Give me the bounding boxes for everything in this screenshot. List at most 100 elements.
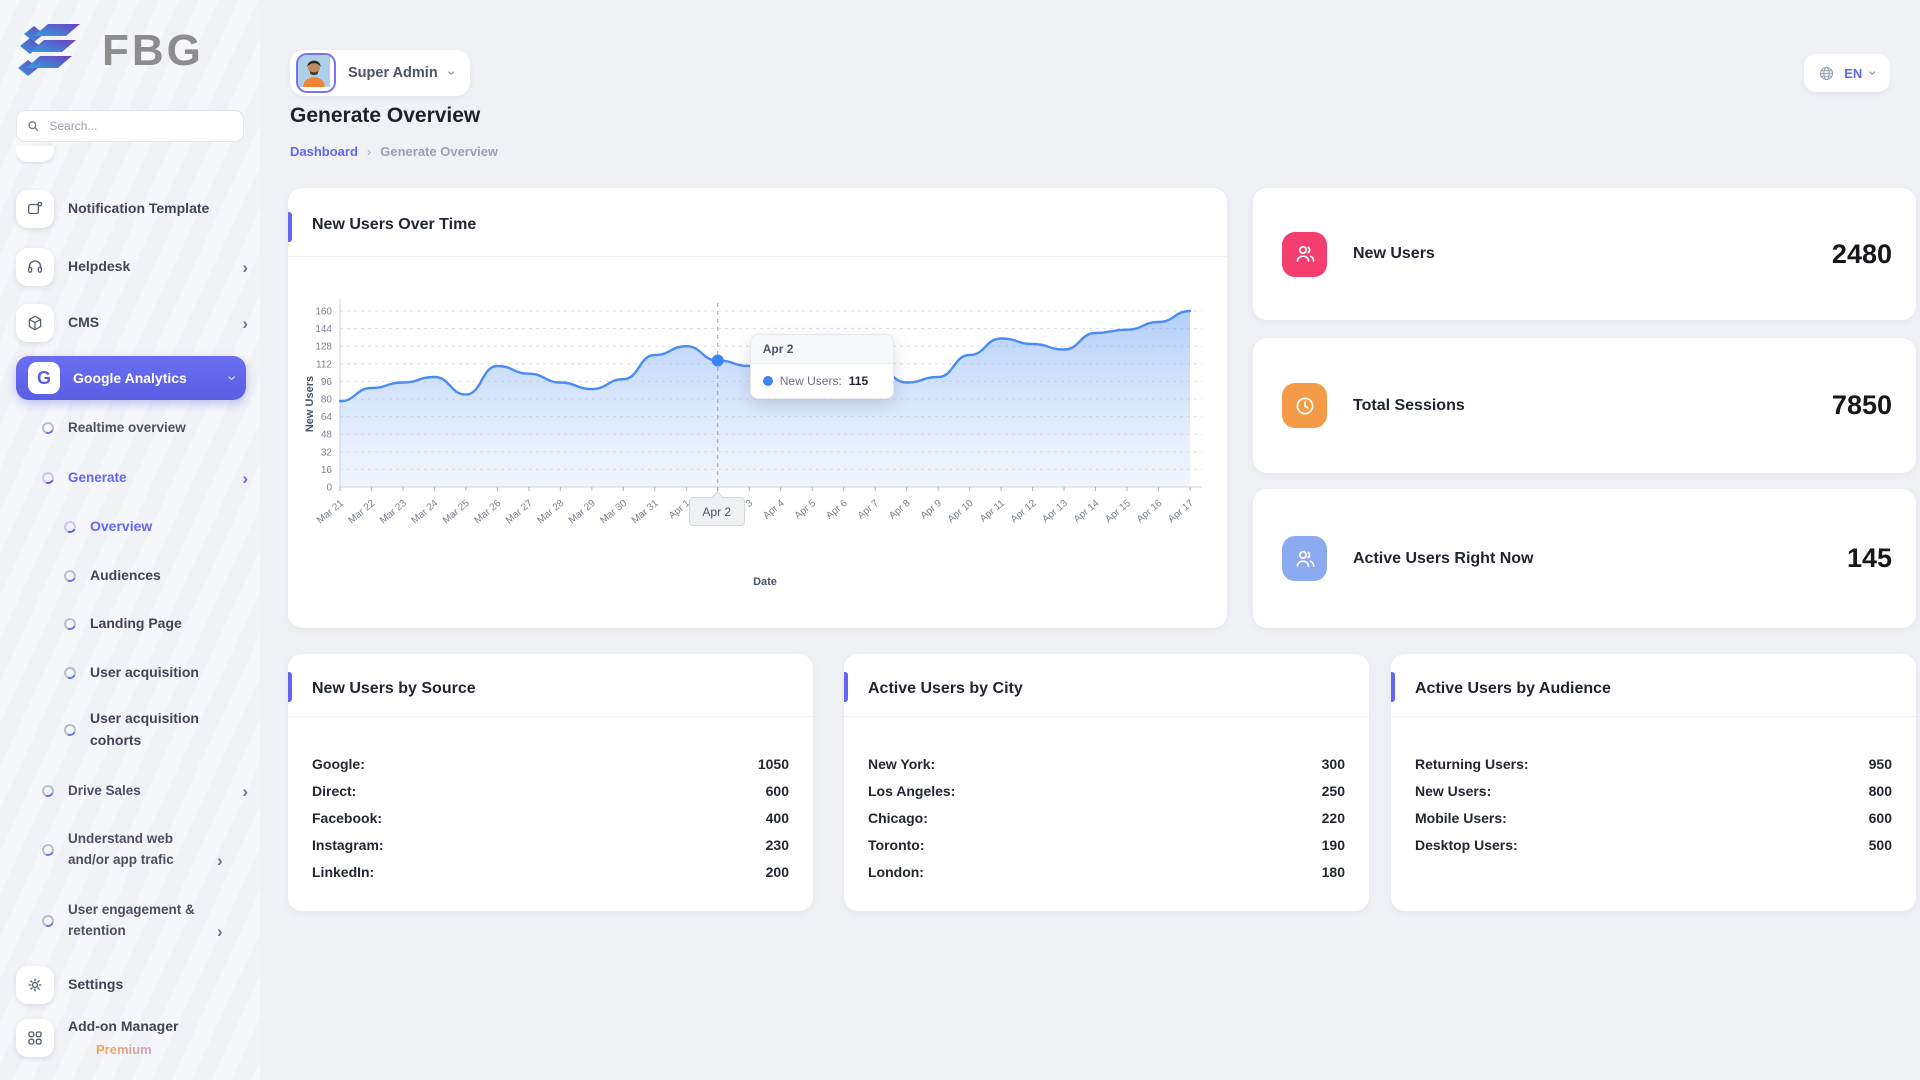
svg-text:Apr 13: Apr 13	[1040, 498, 1070, 526]
y-axis-label: New Users	[304, 375, 316, 433]
chart-title: New Users Over Time	[312, 216, 477, 233]
bullet-icon	[40, 842, 56, 858]
sidebar-item-user-acquisition-cohorts[interactable]: User acquisition cohorts	[16, 708, 248, 751]
svg-text:Mar 31: Mar 31	[630, 498, 661, 527]
chevron-down-icon: ›	[444, 70, 461, 76]
tooltip-series-label: New Users:	[779, 373, 842, 388]
chevron-right-icon: ›	[242, 313, 248, 333]
table-row: Returning Users: 950	[1415, 755, 1892, 772]
language-code: EN	[1844, 65, 1863, 81]
table-row: LinkedIn: 200	[312, 863, 789, 880]
table-row: Mobile Users: 600	[1415, 809, 1892, 826]
stat-label: Total Sessions	[1353, 396, 1465, 414]
svg-text:Apr 11: Apr 11	[978, 498, 1007, 525]
chevron-down-icon: ›	[223, 375, 241, 381]
sidebar-item-google-analytics[interactable]: G Google Analytics ›	[16, 356, 246, 400]
stat-card-active-users: Active Users Right Now 145	[1253, 489, 1916, 628]
chevron-right-icon: ›	[242, 781, 248, 801]
chevron-down-icon: ›	[1865, 70, 1882, 76]
stat-label: Active Users Right Now	[1353, 549, 1534, 567]
svg-text:Mar 27: Mar 27	[504, 498, 535, 527]
svg-text:Mar 26: Mar 26	[472, 498, 503, 527]
sidebar-item-cms[interactable]: CMS ›	[16, 304, 248, 342]
fbg-logo-icon	[18, 24, 80, 76]
breadcrumb-dashboard[interactable]: Dashboard	[290, 144, 358, 159]
sidebar-item-overview[interactable]: Overview	[16, 516, 248, 538]
stat-value: 2480	[1831, 238, 1892, 269]
breadcrumb-current: Generate Overview	[380, 144, 499, 159]
bullet-icon	[40, 783, 56, 800]
table-row: Desktop Users: 500	[1415, 836, 1892, 853]
sidebar-item-helpdesk[interactable]: Helpdesk ›	[16, 248, 248, 286]
sidebar-search[interactable]	[16, 110, 244, 142]
language-selector[interactable]: EN ›	[1804, 54, 1890, 92]
bullet-icon	[40, 913, 56, 929]
bullet-icon	[40, 420, 56, 437]
svg-text:160: 160	[315, 307, 332, 318]
chevron-right-icon: ›	[217, 921, 223, 941]
sidebar-item-user-engagement[interactable]: User engagement & retention ›	[16, 900, 248, 942]
sidebar-item-user-acquisition[interactable]: User acquisition	[16, 662, 248, 684]
svg-text:112: 112	[316, 359, 332, 370]
tooltip-date: Apr 2	[750, 334, 893, 364]
table-row: Los Angeles: 250	[868, 782, 1345, 799]
notification-template-icon	[16, 190, 54, 228]
x-axis-label: Date	[753, 576, 777, 588]
svg-text:Apr 4: Apr 4	[761, 498, 787, 522]
divider	[288, 256, 1227, 257]
svg-text:Mar 28: Mar 28	[535, 498, 566, 527]
sidebar-item-realtime-overview[interactable]: Realtime overview	[16, 418, 248, 439]
table-row: Facebook: 400	[312, 809, 789, 826]
avatar	[296, 53, 336, 93]
sidebar-item-addon-manager[interactable]: Add-on Manager Premium	[16, 1016, 248, 1060]
search-icon	[28, 121, 39, 132]
sidebar-item-notification-template[interactable]: Notification Template	[16, 190, 248, 228]
divider	[844, 716, 1369, 717]
city-table: New York: 300 Los Angeles: 250 Chicago: 220 To…	[868, 750, 1345, 885]
sidebar-item-landing-page[interactable]: Landing Page	[16, 613, 248, 635]
svg-text:Apr 14: Apr 14	[1072, 498, 1102, 526]
sidebar-item-partial[interactable]	[16, 146, 236, 164]
gear-icon	[16, 966, 54, 1004]
bullet-icon	[40, 470, 56, 487]
partial-icon	[16, 146, 54, 162]
card-accent-bar	[288, 672, 292, 702]
sidebar-item-audiences[interactable]: Audiences	[16, 565, 248, 587]
user-menu[interactable]: Super Admin ›	[290, 50, 471, 96]
svg-text:Mar 30: Mar 30	[598, 498, 629, 527]
helpdesk-icon	[16, 248, 54, 286]
table-row: Direct: 600	[312, 782, 789, 799]
svg-text:Apr 15: Apr 15	[1103, 498, 1133, 526]
svg-text:16: 16	[321, 465, 333, 476]
divider	[1391, 716, 1916, 717]
crosshair-axis-label: Apr 2	[688, 497, 745, 526]
table-row: Instagram: 230	[312, 836, 789, 853]
bullet-icon	[62, 721, 78, 738]
series-dot-icon	[762, 375, 773, 386]
search-input[interactable]	[47, 118, 233, 134]
table-row: London: 180	[868, 863, 1345, 880]
sidebar-item-drive-sales[interactable]: Drive Sales ›	[16, 781, 248, 802]
svg-text:0: 0	[326, 483, 332, 494]
clock-icon	[1282, 383, 1327, 428]
addon-manager-label: Add-on Manager	[68, 1018, 179, 1034]
svg-text:Mar 25: Mar 25	[441, 498, 472, 527]
svg-text:128: 128	[315, 342, 332, 353]
active-users-by-city-card: Active Users by City New York: 300 Los Ang…	[844, 654, 1369, 911]
svg-text:Apr 9: Apr 9	[919, 498, 945, 522]
sidebar-item-settings[interactable]: Settings	[16, 966, 248, 1004]
active-users-by-audience-card: Active Users by Audience Returning Users…	[1391, 654, 1916, 911]
svg-text:Apr 7: Apr 7	[856, 498, 882, 522]
breadcrumb-separator: ›	[366, 144, 372, 159]
sidebar-item-generate[interactable]: Generate ›	[16, 468, 248, 489]
table-row: Google: 1050	[312, 755, 789, 772]
sidebar-item-understand-web[interactable]: Understand web and/or app trafic ›	[16, 829, 248, 871]
svg-text:Mar 22: Mar 22	[346, 498, 377, 527]
card-accent-bar	[288, 212, 292, 242]
google-analytics-icon: G	[28, 362, 60, 394]
bullet-icon	[62, 519, 78, 535]
page-title: Generate Overview	[290, 104, 481, 127]
source-table: Google: 1050 Direct: 600 Facebook: 400 Instagr…	[312, 750, 789, 885]
